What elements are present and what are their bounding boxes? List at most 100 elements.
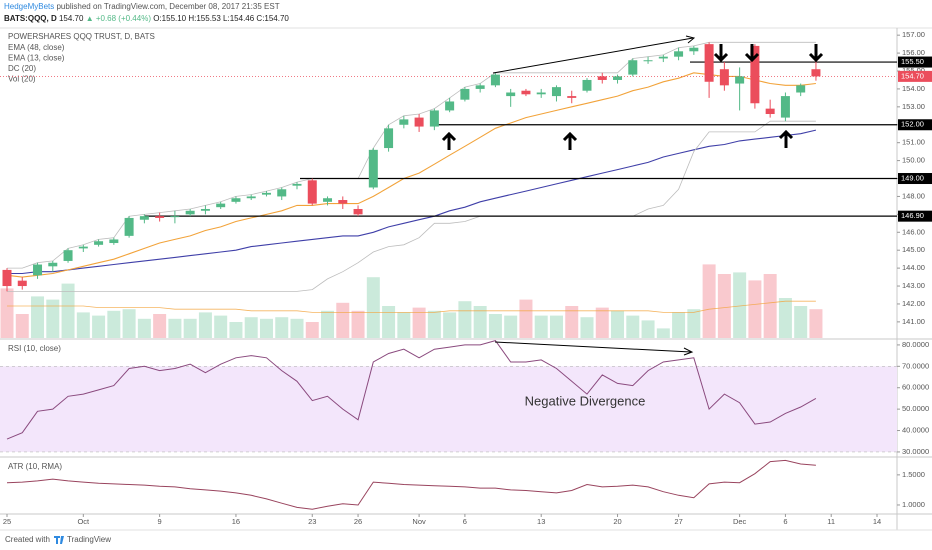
footer-brand[interactable]: TradingView bbox=[67, 535, 111, 544]
y-tick-label: 146.00 bbox=[902, 227, 925, 236]
candle-body bbox=[353, 208, 363, 215]
x-tick-label: 26 bbox=[354, 517, 362, 526]
indicator-line bbox=[6, 340, 817, 440]
volume-bar bbox=[259, 318, 273, 338]
x-tick-label: 25 bbox=[3, 517, 11, 526]
ohlc: O:155.10 H:155.53 L:154.46 C:154.70 bbox=[153, 14, 289, 23]
down-arrow bbox=[713, 44, 729, 63]
candle-body bbox=[63, 250, 73, 261]
candle-body bbox=[109, 239, 119, 244]
candle-body bbox=[536, 92, 546, 95]
volume-bar bbox=[611, 310, 625, 338]
volume-bar bbox=[443, 312, 457, 338]
candle-body bbox=[490, 74, 500, 86]
volume-bar bbox=[595, 307, 609, 338]
volume-bar bbox=[717, 274, 731, 338]
x-tick-label: 16 bbox=[232, 517, 240, 526]
candle-body bbox=[765, 108, 775, 115]
volume-bar bbox=[61, 283, 75, 338]
volume-bar bbox=[763, 274, 777, 338]
level-tag bbox=[898, 56, 932, 68]
y-tick-label: 154.00 bbox=[902, 84, 925, 93]
volume-bar bbox=[229, 322, 243, 338]
candle-body bbox=[155, 216, 165, 218]
y-tick-label: 80.0000 bbox=[902, 340, 929, 349]
x-tick-label: 11 bbox=[827, 517, 835, 526]
ema-line bbox=[7, 129, 817, 275]
candle-body bbox=[307, 180, 317, 204]
level-label: 149.00 bbox=[901, 174, 924, 183]
legend-label: Vol (20) bbox=[8, 75, 36, 84]
volume-bar bbox=[488, 314, 502, 338]
volume-bar bbox=[733, 272, 747, 338]
candle-body bbox=[48, 262, 58, 267]
indicator-line bbox=[6, 459, 816, 510]
trend-line bbox=[492, 37, 694, 74]
price: 154.70 bbox=[59, 14, 84, 23]
pane-title: RSI (10, close) bbox=[8, 344, 61, 353]
volume-bar bbox=[397, 312, 411, 338]
candle-body bbox=[216, 203, 226, 208]
candle-body bbox=[613, 76, 623, 80]
x-tick-label: 6 bbox=[463, 517, 467, 526]
pane-title: POWERSHARES QQQ TRUST, D, BATS bbox=[8, 32, 155, 41]
x-tick-label: 27 bbox=[674, 517, 682, 526]
candle-body bbox=[796, 85, 806, 93]
candle-body bbox=[261, 192, 271, 195]
drawings bbox=[441, 35, 824, 356]
volume-bar bbox=[473, 306, 487, 338]
candle-body bbox=[323, 198, 333, 202]
y-tick-label: 156.00 bbox=[902, 48, 925, 57]
candle-body bbox=[460, 88, 470, 100]
legend-label: DC (20) bbox=[8, 64, 36, 73]
level-tag bbox=[898, 173, 932, 185]
y-tick-label: 144.00 bbox=[902, 263, 925, 272]
candle-body bbox=[368, 149, 378, 188]
published: published on TradingView.com, December 0… bbox=[56, 2, 279, 11]
volume-bar bbox=[92, 315, 106, 338]
y-tick-label: 60.0000 bbox=[902, 383, 929, 392]
volume-bar bbox=[794, 306, 808, 338]
x-tick-label: 14 bbox=[873, 517, 881, 526]
volume-bar bbox=[275, 317, 289, 338]
arrow-head bbox=[685, 35, 696, 44]
candle-body bbox=[475, 85, 485, 89]
y-tick-label: 153.00 bbox=[902, 102, 925, 111]
volume-bar bbox=[702, 264, 716, 338]
candle-body bbox=[124, 217, 134, 236]
volume-bar bbox=[534, 315, 548, 338]
x-tick-label: 9 bbox=[158, 517, 162, 526]
x-tick-label: 13 bbox=[537, 517, 545, 526]
y-tick-label: 148.00 bbox=[902, 191, 925, 200]
volume-bar bbox=[366, 277, 380, 338]
candle-body bbox=[628, 60, 638, 75]
y-tick-label: 141.00 bbox=[902, 317, 925, 326]
down-arrow bbox=[744, 44, 760, 63]
tradingview-logo bbox=[54, 536, 64, 544]
x-tick-label: Dec bbox=[733, 517, 747, 526]
x-tick-label: Oct bbox=[77, 517, 90, 526]
legend-label: EMA (13, close) bbox=[8, 54, 65, 63]
volume-bar bbox=[168, 318, 182, 338]
candle-body bbox=[139, 216, 149, 220]
y-tick-label: 143.00 bbox=[902, 281, 925, 290]
volume-bar bbox=[626, 315, 640, 338]
candle-body bbox=[582, 79, 592, 91]
last-price-label: 154.70 bbox=[901, 71, 924, 80]
y-tick-label: 151.00 bbox=[902, 138, 925, 147]
volume-bar bbox=[122, 309, 136, 338]
volume-bar bbox=[687, 309, 701, 338]
legend-label: EMA (48, close) bbox=[8, 43, 65, 52]
y-tick-label: 1.5000 bbox=[902, 470, 925, 479]
channel-line bbox=[7, 120, 816, 292]
candle-body bbox=[384, 128, 394, 149]
candle-body bbox=[521, 90, 531, 95]
author[interactable]: HedgeMyBets bbox=[4, 2, 54, 11]
up-arrow bbox=[778, 129, 794, 148]
candle-body bbox=[200, 208, 210, 211]
level-label: 146.90 bbox=[901, 211, 924, 220]
volume-ma bbox=[7, 300, 816, 313]
level-tag bbox=[898, 119, 932, 131]
x-tick-label: Nov bbox=[412, 517, 426, 526]
